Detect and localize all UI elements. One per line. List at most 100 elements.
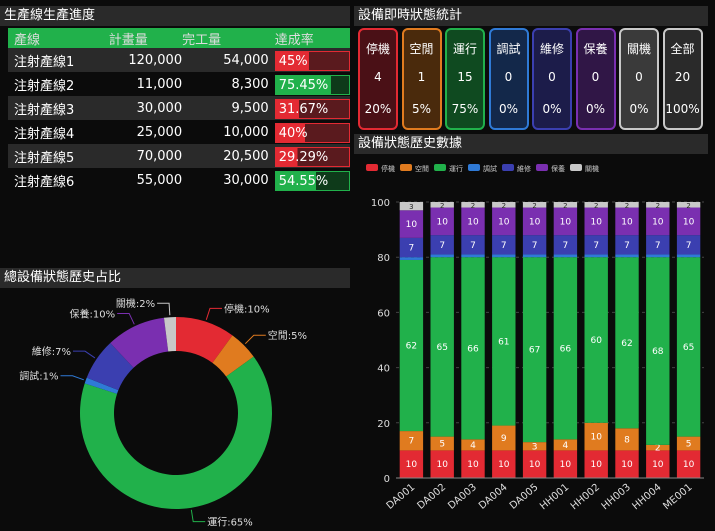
bar-segment[interactable] xyxy=(584,257,608,423)
legend-label[interactable]: 空閒 xyxy=(415,164,429,173)
pie-slice[interactable] xyxy=(110,317,169,368)
bar-segment[interactable] xyxy=(584,202,608,208)
pie-slice[interactable] xyxy=(163,317,176,352)
bar-segment[interactable] xyxy=(615,257,639,429)
legend-swatch[interactable] xyxy=(400,164,412,171)
status-card[interactable]: 運行 15 75% xyxy=(445,28,485,130)
bar-segment[interactable] xyxy=(461,439,485,451)
bar-segment[interactable] xyxy=(646,257,670,445)
bar-segment[interactable] xyxy=(615,450,639,478)
legend-swatch[interactable] xyxy=(434,164,446,171)
legend-swatch[interactable] xyxy=(570,164,582,171)
bar-segment[interactable] xyxy=(399,257,424,260)
bar-segment[interactable] xyxy=(646,207,670,236)
bar-segment[interactable] xyxy=(676,207,701,236)
legend-swatch[interactable] xyxy=(468,164,480,171)
bar-segment[interactable] xyxy=(461,254,485,258)
bar-segment[interactable] xyxy=(399,237,424,258)
bar-segment[interactable] xyxy=(615,202,639,208)
legend-label[interactable]: 停機 xyxy=(381,164,395,173)
bar-segment[interactable] xyxy=(615,428,639,451)
bar-segment[interactable] xyxy=(492,257,516,426)
bar-segment[interactable] xyxy=(430,235,454,255)
status-card[interactable]: 全部 20 100% xyxy=(662,28,703,130)
status-card[interactable]: 調試 0 0% xyxy=(488,28,529,130)
bar-segment[interactable] xyxy=(553,450,578,478)
status-card[interactable]: 維修 0 0% xyxy=(532,28,572,130)
bar-segment[interactable] xyxy=(676,254,701,258)
legend-label[interactable]: 保養 xyxy=(551,164,565,173)
bar-segment[interactable] xyxy=(584,422,608,451)
bar-segment[interactable] xyxy=(646,254,670,258)
bar-segment[interactable] xyxy=(461,207,485,236)
bar-segment[interactable] xyxy=(676,235,701,255)
bar-segment[interactable] xyxy=(522,207,547,236)
bar-segment[interactable] xyxy=(430,207,454,236)
bar-segment[interactable] xyxy=(646,444,670,451)
bar-segment[interactable] xyxy=(522,235,547,255)
bar-segment[interactable] xyxy=(461,257,485,440)
bar-segment[interactable] xyxy=(584,207,608,236)
bar-segment[interactable] xyxy=(676,257,701,437)
bar-segment[interactable] xyxy=(522,257,547,443)
bar-segment[interactable] xyxy=(676,436,701,451)
status-card[interactable]: 關機 0 0% xyxy=(619,28,659,130)
pie-slice[interactable] xyxy=(212,335,254,377)
bar-segment[interactable] xyxy=(522,442,547,451)
bar-segment[interactable] xyxy=(553,254,578,258)
bar-segment[interactable] xyxy=(615,254,639,258)
bar-segment[interactable] xyxy=(461,235,485,255)
bar-segment[interactable] xyxy=(399,202,424,211)
bar-segment[interactable] xyxy=(553,202,578,208)
status-card[interactable]: 保養 0 0% xyxy=(575,28,616,130)
bar-segment[interactable] xyxy=(399,450,424,478)
legend-swatch[interactable] xyxy=(502,164,514,171)
status-card[interactable]: 空閒 1 5% xyxy=(401,28,442,130)
bar-segment[interactable] xyxy=(553,439,578,451)
bar-segment[interactable] xyxy=(399,259,424,432)
bar-segment[interactable] xyxy=(646,202,670,208)
bar-segment[interactable] xyxy=(492,235,516,255)
pie-slice[interactable] xyxy=(176,317,233,363)
status-card[interactable]: 停機 4 20% xyxy=(358,28,398,130)
bar-segment[interactable] xyxy=(430,202,454,208)
bar-segment[interactable] xyxy=(430,257,454,437)
legend-swatch[interactable] xyxy=(366,164,378,171)
bar-segment[interactable] xyxy=(522,254,547,258)
pie-slice[interactable] xyxy=(84,377,119,394)
bar-segment[interactable] xyxy=(584,235,608,255)
pie-slice[interactable] xyxy=(86,343,134,391)
legend-label[interactable]: 調試 xyxy=(483,164,497,173)
bar-segment[interactable] xyxy=(461,202,485,208)
bar-segment[interactable] xyxy=(430,436,454,451)
bar-segment[interactable] xyxy=(584,450,608,478)
legend-label[interactable]: 運行 xyxy=(449,164,463,173)
pie-slice[interactable] xyxy=(79,356,272,509)
bar-segment[interactable] xyxy=(676,202,701,208)
bar-segment[interactable] xyxy=(584,254,608,258)
bar-segment[interactable] xyxy=(492,450,516,478)
bar-segment[interactable] xyxy=(461,450,485,478)
bar-segment[interactable] xyxy=(492,202,516,208)
bar-segment[interactable] xyxy=(553,235,578,255)
bar-segment[interactable] xyxy=(615,235,639,255)
bar-segment[interactable] xyxy=(553,207,578,236)
bar-segment[interactable] xyxy=(522,202,547,208)
legend-label[interactable]: 維修 xyxy=(517,164,531,173)
bar-segment[interactable] xyxy=(492,254,516,258)
bar-segment[interactable] xyxy=(553,257,578,440)
bar-segment[interactable] xyxy=(430,450,454,478)
bar-segment[interactable] xyxy=(676,450,701,478)
bar-segment[interactable] xyxy=(399,431,424,451)
bar-segment[interactable] xyxy=(492,425,516,451)
bar-segment[interactable] xyxy=(522,450,547,478)
bar-segment[interactable] xyxy=(492,207,516,236)
bar-segment[interactable] xyxy=(646,450,670,478)
plan-cell: 70,000 xyxy=(108,144,183,168)
legend-label[interactable]: 關機 xyxy=(585,164,599,173)
bar-segment[interactable] xyxy=(615,207,639,236)
legend-swatch[interactable] xyxy=(536,164,548,171)
bar-segment[interactable] xyxy=(399,210,424,238)
bar-segment[interactable] xyxy=(430,254,454,258)
bar-segment[interactable] xyxy=(646,235,670,255)
